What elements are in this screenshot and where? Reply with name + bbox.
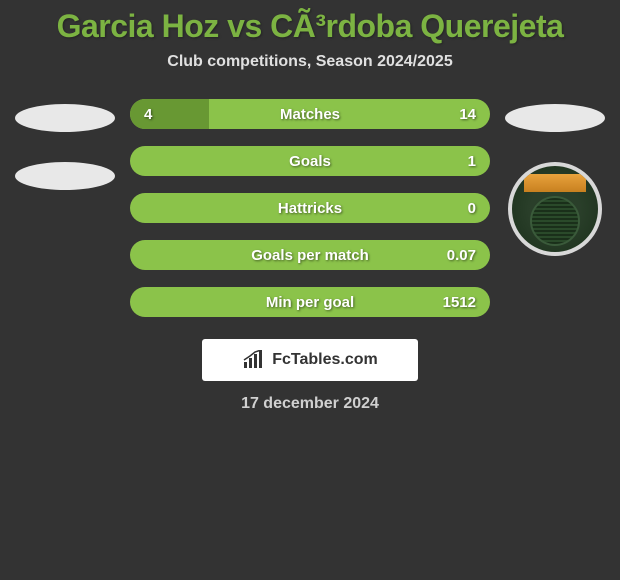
stat-bar: 4 Matches 14: [130, 99, 490, 129]
club-badge: [508, 162, 602, 256]
footer-logo-text: FcTables.com: [272, 351, 378, 369]
stat-label: Goals: [289, 153, 331, 170]
comparison-row: 4 Matches 14 Goals 1 Hattricks 0 Goals per matc…: [10, 99, 610, 317]
stat-bar: Hattricks 0: [130, 193, 490, 223]
chart-icon: [242, 350, 266, 370]
footer-date: 17 december 2024: [10, 395, 610, 413]
page-title: Garcia Hoz vs CÃ³rdoba Querejeta: [10, 8, 610, 45]
subtitle: Club competitions, Season 2024/2025: [10, 53, 610, 71]
stat-label: Hattricks: [278, 200, 342, 217]
right-player-placeholder-1: [505, 104, 605, 132]
left-player-placeholder-1: [15, 104, 115, 132]
stat-label: Min per goal: [266, 294, 354, 311]
stat-bar: Min per goal 1512: [130, 287, 490, 317]
stat-right-value: 0.07: [447, 247, 476, 264]
right-player-col: [500, 99, 610, 256]
stat-right-value: 1512: [443, 294, 476, 311]
left-player-placeholder-2: [15, 162, 115, 190]
stat-right-value: 14: [459, 106, 476, 123]
stats-bars: 4 Matches 14 Goals 1 Hattricks 0 Goals per matc…: [130, 99, 490, 317]
stat-right-value: 1: [468, 153, 476, 170]
stat-bar: Goals per match 0.07: [130, 240, 490, 270]
footer-logo: FcTables.com: [202, 339, 418, 381]
stat-right-value: 0: [468, 200, 476, 217]
stat-bar: Goals 1: [130, 146, 490, 176]
left-player-col: [10, 99, 120, 190]
stat-left-value: 4: [144, 106, 152, 123]
stat-label: Matches: [280, 106, 340, 123]
stat-bar-left-fill: [130, 99, 209, 129]
stat-label: Goals per match: [251, 247, 369, 264]
